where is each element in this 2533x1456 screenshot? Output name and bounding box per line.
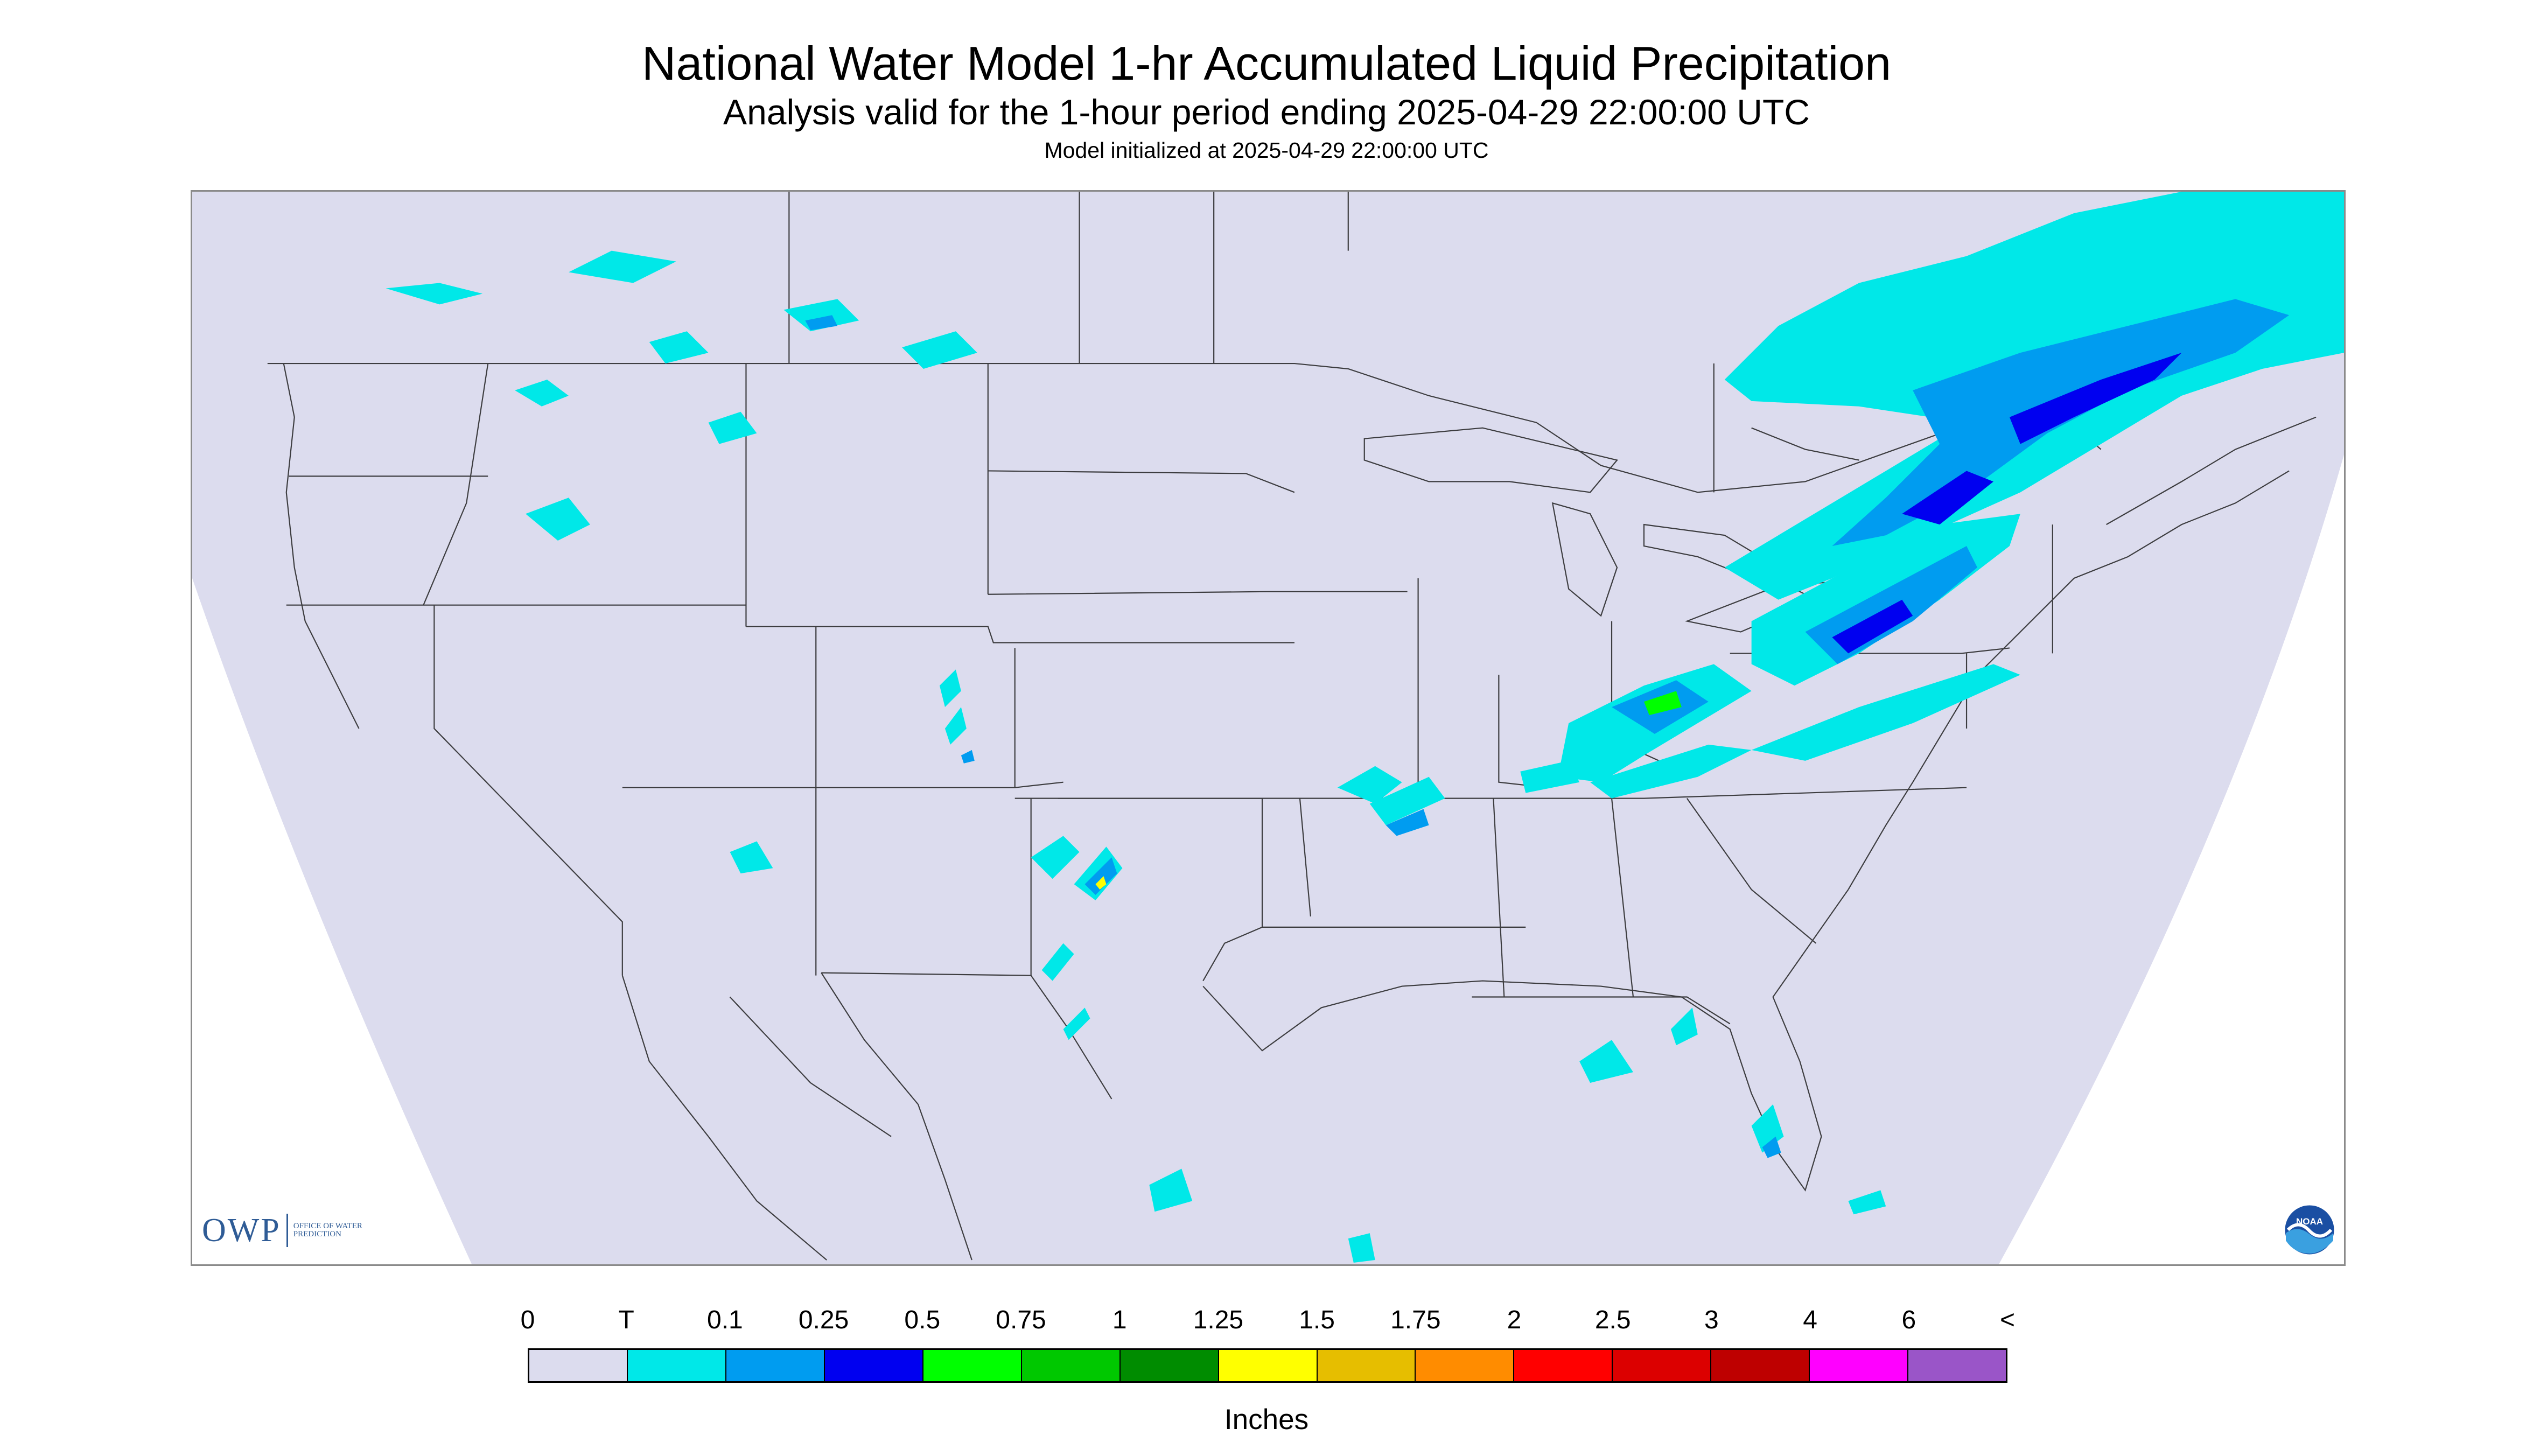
colorbar-swatch <box>1711 1350 1810 1381</box>
precip-area <box>939 669 961 708</box>
colorbar-tick-label: 0.5 <box>904 1306 941 1334</box>
map-canvas <box>192 192 2344 1264</box>
noaa-logo-text: NOAA <box>2296 1216 2323 1227</box>
colorbar-tick-label: 1.5 <box>1299 1306 1335 1334</box>
precip-area <box>1643 691 1682 716</box>
precip-area <box>1386 809 1429 836</box>
owp-logo-text: OWP <box>202 1212 281 1249</box>
precip-area <box>1095 876 1107 890</box>
colorbar-tick-label: 1.25 <box>1193 1306 1244 1334</box>
colorbar-swatch <box>1810 1350 1909 1381</box>
colorbar-tick-label: 4 <box>1803 1306 1817 1334</box>
precip-area <box>1084 857 1117 895</box>
precip-area <box>2009 353 2182 444</box>
owp-logo: OWP OFFICE OF WATER PREDICTION <box>202 1206 374 1255</box>
precip-area <box>1520 760 1580 793</box>
colorbar-tick-label: 1.75 <box>1390 1306 1441 1334</box>
precip-area <box>1149 1168 1193 1212</box>
colorbar-units-label: Inches <box>1224 1404 1309 1436</box>
precip-area <box>568 250 676 283</box>
map-subtitle: Analysis valid for the 1-hour period end… <box>723 92 1810 132</box>
precip-area <box>730 841 773 874</box>
precip-area <box>515 379 569 407</box>
colorbar-tick-label: 0.75 <box>996 1306 1046 1334</box>
precip-area <box>649 331 709 364</box>
colorbar-swatch <box>1317 1350 1416 1381</box>
colorbar-swatch <box>1613 1350 1712 1381</box>
precip-area <box>1832 599 1913 654</box>
colorbar <box>528 1348 2007 1383</box>
colorbar-swatch <box>726 1350 825 1381</box>
colorbar-swatch <box>1908 1350 2006 1381</box>
precip-area <box>783 299 859 332</box>
colorbar-tick-label: 6 <box>1901 1306 1916 1334</box>
colorbar-swatch <box>529 1350 628 1381</box>
model-domain <box>192 192 2344 1264</box>
precip-area <box>961 750 975 764</box>
colorbar-tick-label: 0.25 <box>798 1306 849 1334</box>
map-title: National Water Model 1-hr Accumulated Li… <box>641 37 1892 90</box>
colorbar-tick-label: 2 <box>1507 1306 1522 1334</box>
colorbar-tick-label: < <box>1999 1306 2016 1334</box>
colorbar-tick-label: T <box>618 1306 634 1334</box>
precip-area <box>1063 1007 1090 1040</box>
colorbar-labels: 0 T 0.1 0.25 0.5 0.75 1 1.25 1.5 1.75 2 2.5 3 4 6 < <box>0 1305 2533 1338</box>
colorbar-tick-label: 2.5 <box>1594 1306 1631 1334</box>
colorbar-swatch <box>1219 1350 1318 1381</box>
colorbar-swatch <box>627 1350 726 1381</box>
model-init-line: Model initialized at 2025-04-29 22:00:00… <box>1044 138 1489 163</box>
colorbar-swatch <box>1514 1350 1613 1381</box>
precipitation-map: OWP OFFICE OF WATER PREDICTION NOAA <box>191 190 2346 1266</box>
precip-area <box>944 707 967 745</box>
precip-area <box>1579 1040 1633 1083</box>
precip-area <box>1751 664 2020 761</box>
precip-area <box>902 331 977 369</box>
colorbar-swatch <box>1416 1350 1515 1381</box>
precip-area <box>1041 943 1074 981</box>
colorbar-tick-label: 3 <box>1704 1306 1719 1334</box>
precip-area <box>1902 471 1993 525</box>
noaa-logo: NOAA <box>2283 1203 2336 1256</box>
colorbar-tick-label: 1 <box>1112 1306 1127 1334</box>
precip-area <box>1031 836 1080 879</box>
precip-area <box>708 411 757 444</box>
colorbar-tick-label: 0 <box>520 1306 535 1334</box>
precipitation-layer <box>386 192 2344 1263</box>
colorbar-swatch <box>1021 1350 1121 1381</box>
precip-area <box>1348 1233 1375 1263</box>
precip-area <box>805 315 838 331</box>
precip-area <box>1848 1190 1886 1215</box>
precip-area <box>386 283 483 305</box>
colorbar-swatch <box>923 1350 1022 1381</box>
precip-area <box>1337 766 1402 804</box>
colorbar-swatch <box>1120 1350 1219 1381</box>
owp-logo-subtext: OFFICE OF WATER PREDICTION <box>293 1222 362 1238</box>
precip-area <box>1590 744 1752 799</box>
precip-area <box>526 498 590 541</box>
colorbar-swatch <box>824 1350 923 1381</box>
precip-area <box>1670 1007 1698 1046</box>
owp-logo-divider <box>286 1214 288 1247</box>
precip-area <box>1369 776 1445 825</box>
precip-area <box>1762 1136 1781 1158</box>
colorbar-tick-label: 0.1 <box>707 1306 743 1334</box>
